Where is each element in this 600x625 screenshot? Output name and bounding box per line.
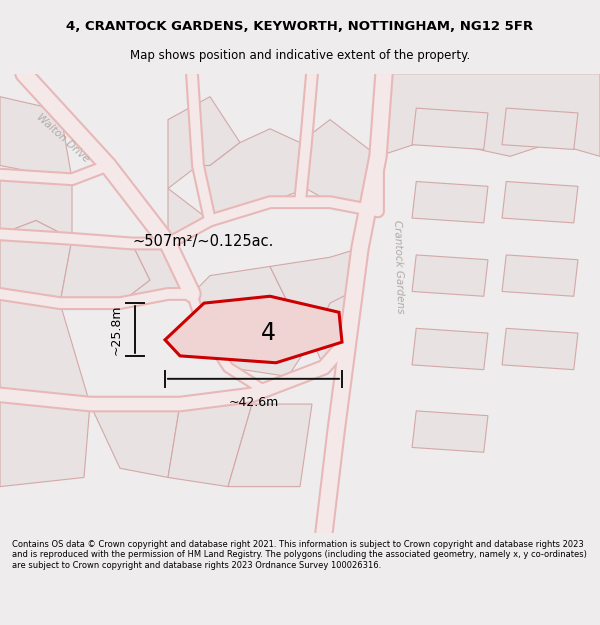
Polygon shape <box>412 108 488 149</box>
Polygon shape <box>502 108 578 149</box>
Text: Map shows position and indicative extent of the property.: Map shows position and indicative extent… <box>130 49 470 61</box>
Polygon shape <box>192 266 288 331</box>
Text: ~42.6m: ~42.6m <box>229 396 278 409</box>
Polygon shape <box>0 97 72 179</box>
Polygon shape <box>165 296 342 362</box>
Polygon shape <box>168 97 240 189</box>
Polygon shape <box>0 294 90 404</box>
Polygon shape <box>168 404 252 487</box>
Polygon shape <box>502 328 578 369</box>
Polygon shape <box>412 181 488 223</box>
Polygon shape <box>412 411 488 452</box>
Text: Contains OS data © Crown copyright and database right 2021. This information is : Contains OS data © Crown copyright and d… <box>12 540 587 570</box>
Polygon shape <box>378 74 600 156</box>
Text: ~507m²/~0.125ac.: ~507m²/~0.125ac. <box>132 234 274 249</box>
Polygon shape <box>502 255 578 296</box>
Polygon shape <box>502 181 578 223</box>
Polygon shape <box>270 248 360 321</box>
Polygon shape <box>0 395 90 487</box>
Text: Crantock Gardens: Crantock Gardens <box>392 219 406 313</box>
Text: Walton Drive: Walton Drive <box>35 112 91 164</box>
Polygon shape <box>198 129 306 221</box>
Polygon shape <box>300 119 378 211</box>
Polygon shape <box>412 328 488 369</box>
Polygon shape <box>168 189 210 244</box>
Polygon shape <box>412 255 488 296</box>
Polygon shape <box>60 239 150 303</box>
Text: 4: 4 <box>261 321 276 344</box>
Polygon shape <box>204 303 312 376</box>
Polygon shape <box>312 294 348 368</box>
Polygon shape <box>228 404 312 487</box>
Polygon shape <box>90 404 180 478</box>
Polygon shape <box>0 221 72 303</box>
Polygon shape <box>0 174 72 239</box>
Text: ~25.8m: ~25.8m <box>109 304 122 355</box>
Text: 4, CRANTOCK GARDENS, KEYWORTH, NOTTINGHAM, NG12 5FR: 4, CRANTOCK GARDENS, KEYWORTH, NOTTINGHA… <box>67 20 533 32</box>
Polygon shape <box>120 244 192 303</box>
